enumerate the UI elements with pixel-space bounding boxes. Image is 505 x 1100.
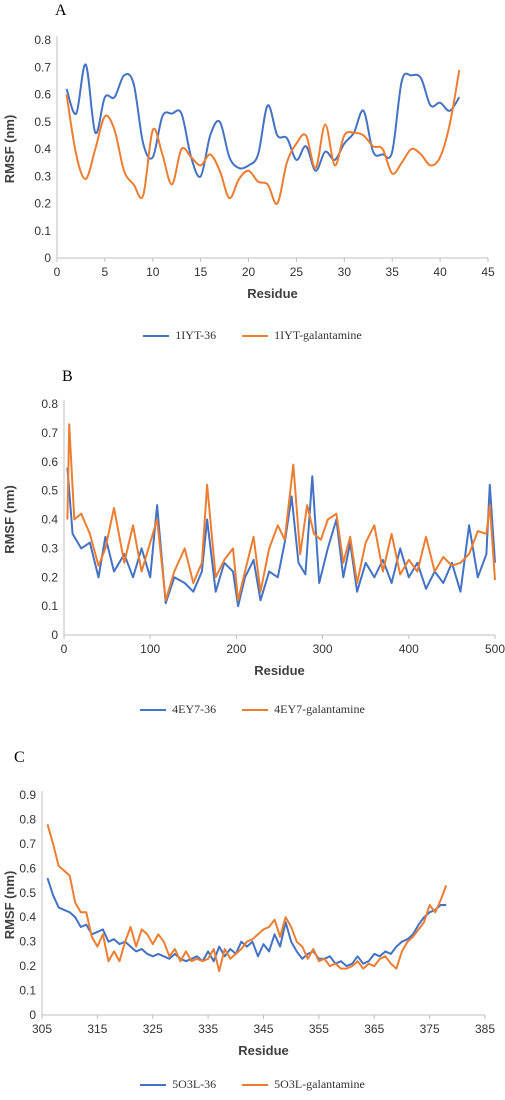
- legend-item-series-1: 4EY7-36: [140, 702, 216, 717]
- x-tick-label: 300: [313, 642, 333, 656]
- legend-swatch-icon: [242, 1083, 269, 1086]
- y-tick-label: 0.6: [41, 455, 58, 469]
- legend: 4EY7-36 4EY7-galantamine: [0, 702, 505, 717]
- legend-swatch-icon: [140, 1083, 167, 1086]
- x-tick-label: 0: [54, 265, 61, 279]
- y-tick-label: 0.2: [19, 959, 36, 973]
- y-tick-label: 0.7: [41, 426, 58, 440]
- x-tick-label: 35: [386, 265, 400, 279]
- y-tick-label: 0.3: [41, 541, 58, 555]
- series-line-2: [65, 69, 461, 205]
- x-tick-label: 385: [475, 1022, 495, 1036]
- legend: 1IYT-36 1IYT-galantamine: [0, 328, 505, 343]
- legend-label: 4EY7-galantamine: [274, 702, 365, 716]
- y-axis-title: RMSF (nm): [2, 115, 17, 184]
- panel-letter: A: [55, 2, 67, 19]
- x-tick-label: 355: [309, 1022, 329, 1036]
- x-tick-label: 25: [290, 265, 304, 279]
- y-tick-label: 0.4: [34, 142, 51, 156]
- x-tick-label: 375: [420, 1022, 440, 1036]
- x-tick-label: 100: [140, 642, 160, 656]
- panel-b: B 0 0.1 0.2 0.3 0.4 0.5 0.6 0.7 0.8 0 100 200 300 400…: [0, 360, 505, 730]
- y-tick-label: 0.8: [19, 812, 36, 826]
- y-tick-label: 0.3: [34, 169, 51, 183]
- series-line-1: [66, 467, 496, 608]
- y-tick-label: 0.1: [34, 224, 51, 238]
- legend-label: 4EY7-36: [172, 702, 217, 716]
- y-tick-label: 0.1: [19, 984, 36, 998]
- x-tick-label: 345: [253, 1022, 273, 1036]
- x-tick-label: 20: [242, 265, 256, 279]
- legend-label: 1IYT-36: [175, 328, 217, 342]
- x-tick-label: 0: [61, 642, 68, 656]
- x-tick-label: 365: [364, 1022, 384, 1036]
- y-tick-label: 0: [29, 1008, 36, 1022]
- legend-label: 1IYT-galantamine: [274, 328, 362, 342]
- legend-label: 5O3L-36: [172, 1077, 217, 1091]
- panel-letter: B: [62, 368, 73, 385]
- x-tick-label: 305: [32, 1022, 52, 1036]
- x-tick-label: 200: [226, 642, 246, 656]
- chart-c: 0 0.1 0.2 0.3 0.4 0.5 0.6 0.7 0.8 0.9 305 315 325 335…: [2, 788, 495, 1058]
- x-tick-label: 335: [198, 1022, 218, 1036]
- y-tick-label: 0.6: [34, 88, 51, 102]
- x-axis-title: Residue: [247, 286, 298, 301]
- y-tick-label: 0.4: [41, 513, 58, 527]
- y-tick-label: 0: [51, 628, 58, 642]
- y-tick-label: 0.2: [41, 570, 58, 584]
- x-tick-label: 40: [433, 265, 447, 279]
- series-line-1: [65, 63, 461, 178]
- x-tick-label: 30: [338, 265, 352, 279]
- x-tick-label: 10: [146, 265, 160, 279]
- legend: 5O3L-36 5O3L-galantamine: [0, 1077, 505, 1092]
- y-tick-label: 0.5: [41, 484, 58, 498]
- x-tick-label: 500: [485, 642, 505, 656]
- y-tick-label: 0.8: [34, 33, 51, 47]
- y-tick-label: 0.7: [19, 837, 36, 851]
- chart-a: 0 0.1 0.2 0.3 0.4 0.5 0.6 0.7 0.8 0 5 10 15 20 25 30 35 4…: [2, 33, 495, 301]
- y-tick-label: 0.9: [19, 788, 36, 802]
- y-tick-label: 0: [44, 251, 51, 265]
- x-tick-label: 15: [194, 265, 208, 279]
- y-axis-title: RMSF (nm): [2, 485, 17, 554]
- chart-b: 0 0.1 0.2 0.3 0.4 0.5 0.6 0.7 0.8 0 100 200 300 400 50…: [2, 397, 505, 678]
- panel-letter: C: [14, 749, 25, 766]
- y-tick-label: 0.8: [41, 397, 58, 411]
- series-line-1: [46, 877, 447, 968]
- x-tick-label: 400: [399, 642, 419, 656]
- legend-item-series-2: 5O3L-galantamine: [242, 1077, 365, 1092]
- x-axis-title: Residue: [254, 663, 305, 678]
- y-tick-label: 0.5: [34, 115, 51, 129]
- panel-a: A 0 0.1 0.2 0.3 0.4 0.5 0.6 0.7 0.8 0 5 10 15 20 25 30 3…: [0, 0, 505, 360]
- x-tick-label: 45: [481, 265, 495, 279]
- x-tick-label: 5: [102, 265, 109, 279]
- legend-swatch-icon: [143, 334, 170, 337]
- legend-item-series-1: 5O3L-36: [140, 1077, 216, 1092]
- y-tick-label: 0.1: [41, 599, 58, 613]
- x-tick-label: 325: [143, 1022, 163, 1036]
- legend-swatch-icon: [242, 708, 269, 711]
- series-line-2: [66, 423, 496, 602]
- y-tick-label: 0.4: [19, 910, 36, 924]
- legend-label: 5O3L-galantamine: [274, 1077, 365, 1091]
- y-tick-label: 0.7: [34, 60, 51, 74]
- panel-c: C 0 0.1 0.2 0.3 0.4 0.5 0.6 0.7 0.8 0.9 305 315 325 3…: [0, 745, 505, 1100]
- y-tick-label: 0.2: [34, 197, 51, 211]
- y-tick-label: 0.6: [19, 861, 36, 875]
- legend-swatch-icon: [242, 334, 269, 337]
- legend-item-series-2: 1IYT-galantamine: [242, 328, 362, 343]
- legend-item-series-1: 1IYT-36: [143, 328, 216, 343]
- legend-swatch-icon: [140, 708, 167, 711]
- x-axis-title: Residue: [238, 1043, 289, 1058]
- y-tick-label: 0.5: [19, 886, 36, 900]
- series-line-2: [46, 824, 448, 972]
- y-axis-title: RMSF (nm): [2, 871, 17, 940]
- legend-item-series-2: 4EY7-galantamine: [242, 702, 365, 717]
- x-tick-label: 315: [87, 1022, 107, 1036]
- y-tick-label: 0.3: [19, 935, 36, 949]
